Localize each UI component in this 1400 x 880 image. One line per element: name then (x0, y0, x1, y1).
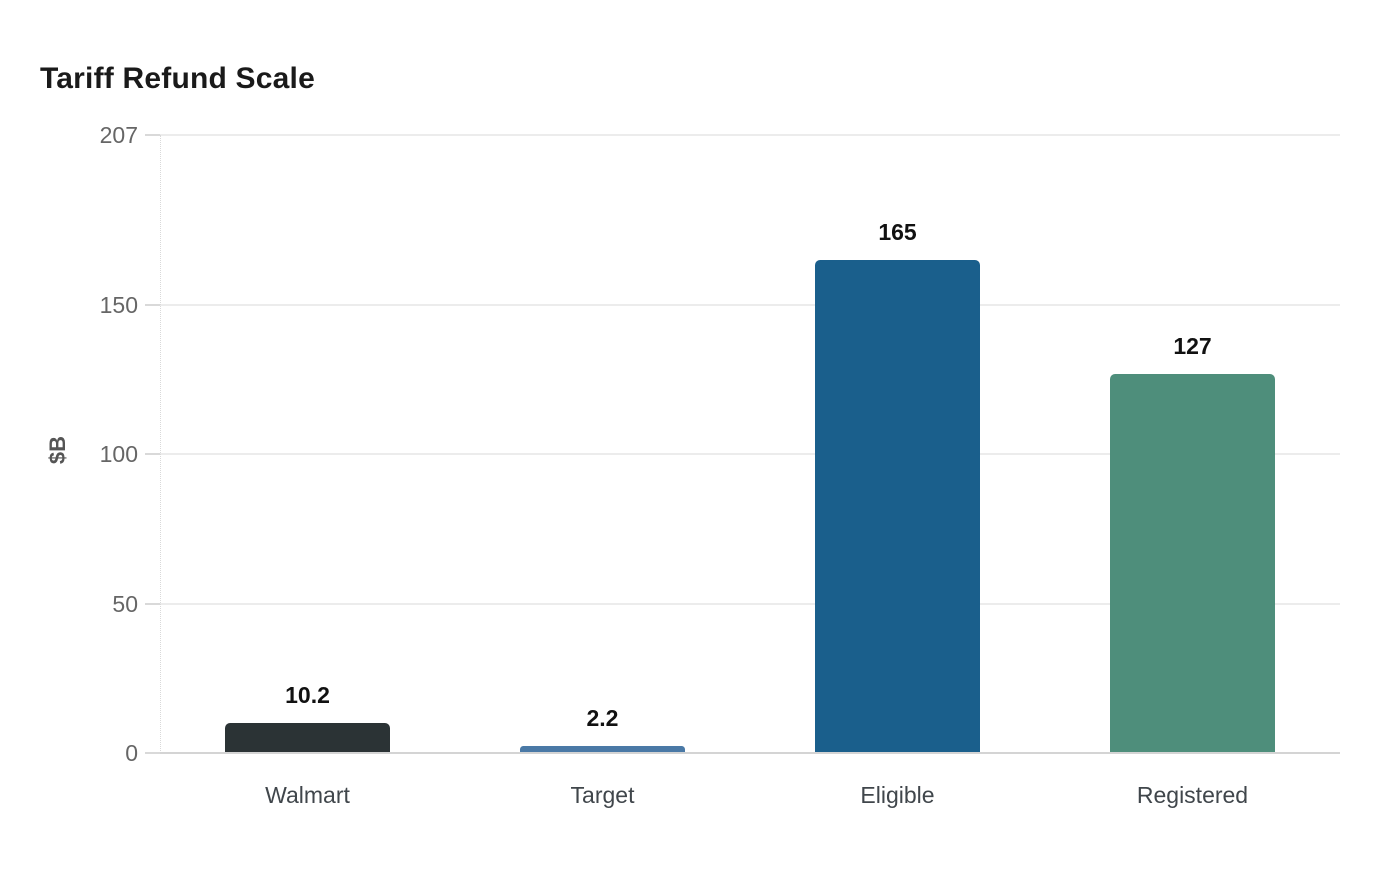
y-tick-label-0: 0 (125, 740, 138, 766)
category-label-walmart: Walmart (265, 782, 350, 808)
value-label-eligible: 165 (878, 219, 917, 246)
gridline-50 (160, 602, 1340, 605)
y-tick-mark-0 (145, 752, 160, 754)
category-label-target: Target (570, 782, 635, 808)
value-label-target: 2.2 (586, 705, 619, 732)
y-tick-mark-100 (145, 453, 160, 456)
y-tick-mark-150 (145, 304, 160, 307)
y-tick-mark-207 (145, 134, 160, 136)
gridline-207 (160, 134, 1340, 136)
y-tick-label-50: 50 (112, 590, 138, 617)
bar-registered (1110, 373, 1275, 753)
category-label-eligible: Eligible (860, 782, 935, 808)
gridline-0 (160, 752, 1340, 754)
bar-target (520, 746, 685, 753)
bar-walmart (225, 722, 390, 753)
y-tick-label-150: 150 (99, 292, 138, 319)
gridline-100 (160, 453, 1340, 456)
plot-area: 0 50 100 150 207 10.2 Walmart 2.2 Target 165 Eligi… (100, 122, 1340, 808)
chart-title: Tariff Refund Scale (40, 62, 315, 95)
y-axis-line (160, 135, 161, 753)
y-tick-mark-50 (145, 602, 160, 605)
bar-eligible (815, 260, 980, 753)
value-label-registered: 127 (1173, 332, 1212, 359)
y-tick-label-207: 207 (99, 122, 138, 148)
value-label-walmart: 10.2 (285, 681, 330, 708)
category-label-registered: Registered (1136, 782, 1249, 808)
gridline-150 (160, 304, 1340, 307)
y-tick-label-100: 100 (99, 441, 138, 468)
